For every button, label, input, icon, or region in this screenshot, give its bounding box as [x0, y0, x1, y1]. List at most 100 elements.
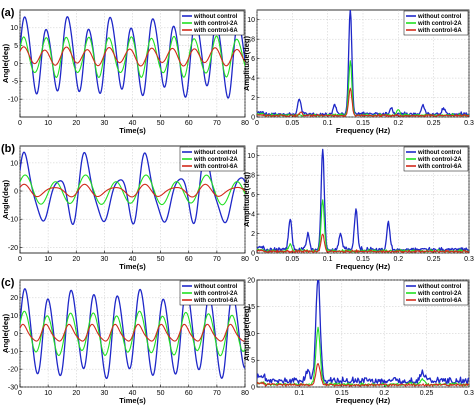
y-tick-label: -5 [12, 79, 18, 86]
series-line-without-control [257, 10, 469, 117]
panel-label: (c) [1, 277, 15, 289]
legend-entry: with control-6A [193, 298, 238, 304]
x-tick-label: 20 [72, 390, 80, 397]
chart-c-freq: 0.1 0.15 0.2 0.25 0.3 0 5 10 15 20 Frequency (Hz) A… [242, 277, 474, 405]
x-tick-label: 30 [100, 120, 108, 127]
series-line-with-control-2A [20, 35, 245, 78]
series-line-with-control-6A [257, 362, 469, 387]
chart-b-time: 0 10 20 30 40 50 60 70 80 -20 -10 0 10 Time(s) Angle(d… [1, 143, 249, 271]
x-tick-label: 0 [18, 120, 22, 127]
x-tick-label: 0.15 [356, 120, 370, 127]
legend-entry: with control-6A [417, 164, 462, 170]
y-axis-label: Angle(deg) [1, 313, 10, 353]
x-tick-label: 0.25 [427, 256, 441, 263]
y-tick-label: 10 [247, 331, 255, 338]
y-tick-label: 15 [247, 304, 255, 311]
y-tick-label: 5 [251, 358, 255, 365]
x-tick-label: 30 [100, 256, 108, 263]
panel-label: (b) [1, 143, 15, 155]
x-tick-label: 0.1 [323, 256, 333, 263]
y-tick-label: 10 [247, 17, 255, 24]
series-line-with-control-2A [20, 310, 245, 357]
y-tick-label: 0 [251, 384, 255, 391]
x-tick-label: 0 [18, 390, 22, 397]
series-line-with-control-6A [20, 183, 245, 198]
y-tick-label: 10 [10, 25, 18, 32]
y-tick-label: 10 [247, 153, 255, 160]
x-axis-label: Frequency (Hz) [336, 396, 391, 405]
x-tick-label: 70 [213, 120, 221, 127]
x-tick-label: 80 [241, 120, 249, 127]
x-tick-label: 0.1 [295, 390, 305, 397]
panel-label: (a) [1, 7, 15, 19]
x-tick-label: 0.25 [427, 120, 441, 127]
x-tick-label: 0.15 [335, 390, 349, 397]
y-tick-label: 5 [14, 43, 18, 50]
y-tick-label: 20 [10, 295, 18, 302]
y-axis-label: Angle(deg) [1, 43, 10, 83]
legend-entry: without control [417, 284, 462, 290]
x-tick-label: 80 [241, 390, 249, 397]
y-axis-label: Angle(deg) [1, 179, 10, 219]
series-line-without-control [257, 280, 469, 385]
series-line-with-control-6A [257, 87, 469, 117]
x-axis-label: Time(s) [119, 262, 146, 271]
x-tick-label: 60 [185, 120, 193, 127]
legend-entry: without control [193, 150, 238, 156]
legend-entry: with control-6A [193, 164, 238, 170]
x-tick-label: 60 [185, 256, 193, 263]
x-tick-label: 0.05 [286, 256, 300, 263]
y-tick-label: 0 [14, 188, 18, 195]
y-tick-label: 4 [251, 211, 255, 218]
chart-c-time: 0 10 20 30 40 50 60 70 80 -30 -20 -10 0 10 20 Time(s) An… [1, 277, 249, 405]
legend-entry: with control-2A [417, 291, 462, 297]
y-tick-label: -10 [8, 217, 18, 224]
y-tick-label: 0 [251, 250, 255, 257]
x-axis-label: Frequency (Hz) [336, 262, 391, 271]
y-tick-label: 0 [14, 61, 18, 68]
chart-a-freq: 0 0.05 0.1 0.15 0.2 0.25 0.3 0 2 4 6 8 10 Frequency (… [242, 9, 474, 135]
chart-b-freq: 0 0.05 0.1 0.15 0.2 0.25 0.3 0 2 4 6 8 10 Frequency (… [242, 145, 474, 271]
x-tick-label: 20 [72, 256, 80, 263]
series-line-with-control-2A [20, 174, 245, 206]
x-tick-label: 0.3 [464, 256, 474, 263]
x-axis-label: Frequency (Hz) [336, 126, 391, 135]
x-tick-label: 60 [185, 390, 193, 397]
legend-entry: with control-6A [417, 298, 462, 304]
x-tick-label: 0 [18, 256, 22, 263]
legend-entry: with control-6A [417, 28, 462, 34]
y-tick-label: 2 [251, 231, 255, 238]
legend-entry: with control-6A [193, 28, 238, 34]
x-tick-label: 30 [100, 390, 108, 397]
x-axis-label: Time(s) [119, 396, 146, 405]
x-tick-label: 10 [44, 120, 52, 127]
y-axis-label: Amplitude(deg) [242, 306, 251, 361]
y-tick-label: 6 [251, 56, 255, 63]
x-tick-label: 0.15 [356, 256, 370, 263]
x-tick-label: 0 [255, 256, 259, 263]
y-tick-label: -30 [8, 384, 18, 391]
x-tick-label: 40 [129, 120, 137, 127]
y-tick-label: 8 [251, 173, 255, 180]
x-axis-label: Time(s) [119, 126, 146, 135]
legend-entry: with control-2A [193, 21, 238, 27]
x-tick-label: 0.1 [323, 120, 333, 127]
x-tick-label: 70 [213, 390, 221, 397]
x-tick-label: 0.3 [464, 120, 474, 127]
x-tick-label: 0.2 [393, 256, 403, 263]
x-tick-label: 70 [213, 256, 221, 263]
y-tick-label: 0 [251, 114, 255, 121]
y-tick-label: -10 [8, 349, 18, 356]
x-tick-label: 0.2 [379, 390, 389, 397]
legend-entry: without control [193, 14, 238, 20]
x-tick-label: 80 [241, 256, 249, 263]
y-tick-label: -10 [8, 97, 18, 104]
legend-entry: with control-2A [417, 21, 462, 27]
legend-entry: without control [417, 14, 462, 20]
y-tick-label: 8 [251, 37, 255, 44]
